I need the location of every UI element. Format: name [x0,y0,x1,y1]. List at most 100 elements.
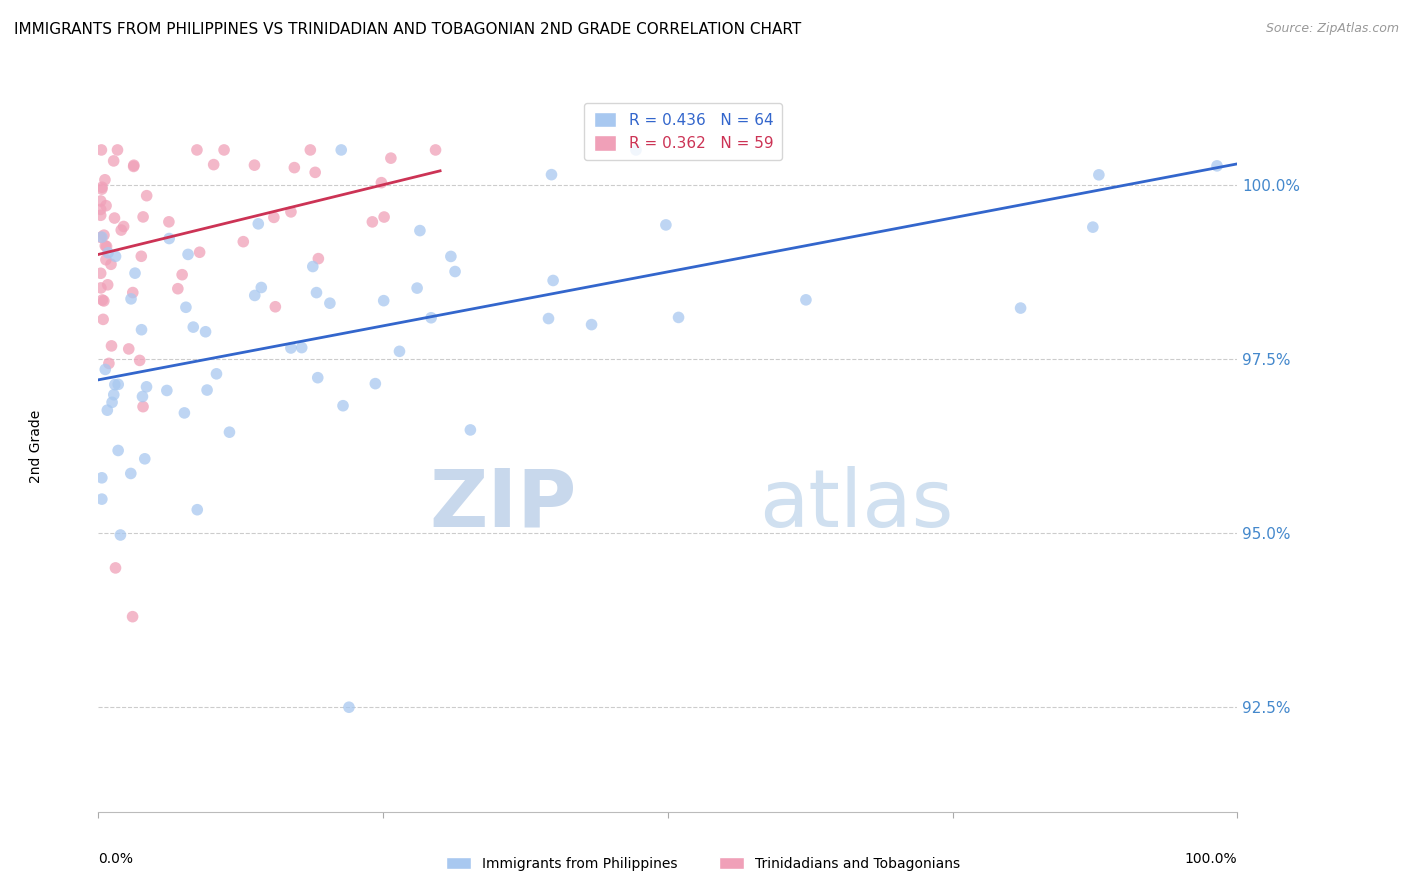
Point [90,471,112,485]
Point [129,249,152,263]
Point [444,264,467,278]
Point [212,143,235,157]
Point [120,467,142,481]
Point [134,451,156,466]
Point [250,280,273,294]
Point [90,208,112,222]
Point [103,387,125,401]
Point [537,311,560,326]
Point [132,400,155,414]
Point [655,218,678,232]
Point [186,143,208,157]
Point [1081,220,1104,235]
Point [166,282,188,296]
Point [104,377,127,392]
Point [332,399,354,413]
Point [135,380,157,394]
Point [112,219,135,234]
Point [156,384,179,398]
Point [460,423,482,437]
Point [305,285,328,300]
Point [122,160,145,174]
Point [93,293,115,308]
Point [103,211,125,225]
Point [121,285,143,300]
Point [91,293,114,307]
Point [373,210,395,224]
Text: 100.0%: 100.0% [1185,852,1237,866]
Point [90,266,112,280]
Point [541,273,564,287]
Text: Source: ZipAtlas.com: Source: ZipAtlas.com [1265,22,1399,36]
Point [380,151,402,165]
Point [104,249,127,263]
Point [131,390,153,404]
Point [122,158,145,172]
Point [188,245,211,260]
Point [91,180,114,194]
Point [218,425,240,440]
Point [264,300,287,314]
Point [91,312,114,326]
Text: IMMIGRANTS FROM PHILIPPINES VS TRINIDADIAN AND TOBAGONIAN 2ND GRADE CORRELATION : IMMIGRANTS FROM PHILIPPINES VS TRINIDADI… [14,22,801,37]
Point [104,561,127,575]
Point [110,223,132,237]
Point [243,158,266,172]
Point [90,194,112,208]
Point [93,228,115,243]
Point [118,342,141,356]
Point [304,165,326,179]
Point [186,502,208,516]
Point [205,367,228,381]
Legend: R = 0.436   N = 64, R = 0.362   N = 59: R = 0.436 N = 64, R = 0.362 N = 59 [585,103,783,161]
Point [291,341,314,355]
Point [195,383,218,397]
Point [425,143,447,157]
Point [90,230,112,244]
Point [181,320,204,334]
Point [97,356,120,370]
Point [194,325,217,339]
Point [319,296,342,310]
Point [280,341,302,355]
Point [135,188,157,202]
Point [120,292,142,306]
Point [96,403,118,417]
Text: ZIP: ZIP [429,466,576,543]
Point [202,158,225,172]
Point [103,153,125,168]
Point [132,210,155,224]
Point [121,609,143,624]
Point [243,288,266,302]
Point [124,266,146,280]
Point [131,323,153,337]
Point [100,339,122,353]
Point [263,211,285,225]
Point [307,370,329,384]
Point [406,281,429,295]
Point [420,310,443,325]
Point [337,700,360,714]
Point [107,143,129,157]
Point [370,176,392,190]
Point [177,247,200,261]
Point [540,168,562,182]
Point [94,239,117,253]
Point [440,249,463,263]
Point [1206,159,1229,173]
Point [301,260,323,274]
Point [90,281,112,295]
Point [94,173,117,187]
Point [361,215,384,229]
Point [97,277,120,292]
Legend: Immigrants from Philippines, Trinidadians and Tobagonians: Immigrants from Philippines, Trinidadian… [440,851,966,876]
Point [388,344,411,359]
Text: atlas: atlas [759,466,953,543]
Point [173,406,195,420]
Point [90,202,112,217]
Point [94,199,117,213]
Point [172,268,194,282]
Point [90,230,112,244]
Point [624,143,647,157]
Point [97,245,120,260]
